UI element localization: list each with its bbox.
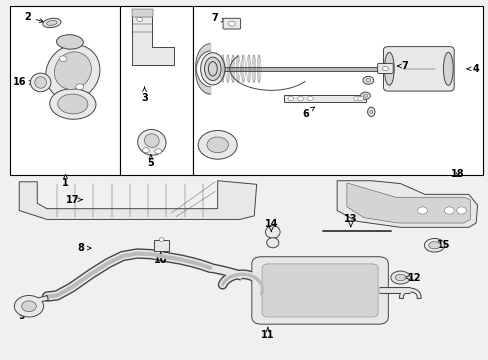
Circle shape bbox=[353, 96, 359, 101]
Circle shape bbox=[21, 301, 36, 312]
Circle shape bbox=[59, 56, 67, 62]
Ellipse shape bbox=[138, 130, 166, 155]
Bar bbox=[193, 6, 483, 175]
Polygon shape bbox=[336, 181, 477, 227]
Text: 11: 11 bbox=[261, 327, 274, 340]
Text: 13: 13 bbox=[344, 214, 357, 227]
Ellipse shape bbox=[204, 57, 221, 81]
Bar bbox=[10, 6, 120, 175]
Polygon shape bbox=[346, 184, 469, 223]
Text: 12: 12 bbox=[404, 273, 420, 283]
Circle shape bbox=[76, 84, 83, 90]
Circle shape bbox=[456, 207, 466, 214]
FancyBboxPatch shape bbox=[383, 46, 453, 91]
Circle shape bbox=[357, 96, 363, 101]
Ellipse shape bbox=[30, 73, 51, 92]
Circle shape bbox=[287, 96, 293, 101]
Ellipse shape bbox=[200, 53, 224, 85]
Ellipse shape bbox=[265, 226, 280, 238]
Text: 2: 2 bbox=[24, 12, 43, 23]
Bar bbox=[120, 6, 193, 175]
FancyBboxPatch shape bbox=[223, 18, 240, 29]
Ellipse shape bbox=[57, 35, 83, 49]
Ellipse shape bbox=[58, 94, 88, 114]
Circle shape bbox=[382, 66, 387, 71]
Text: 15: 15 bbox=[433, 240, 449, 250]
Polygon shape bbox=[132, 15, 173, 65]
Ellipse shape bbox=[266, 238, 278, 248]
Ellipse shape bbox=[360, 92, 369, 99]
Text: 1: 1 bbox=[62, 175, 69, 188]
FancyBboxPatch shape bbox=[262, 264, 377, 317]
FancyBboxPatch shape bbox=[377, 63, 392, 73]
Ellipse shape bbox=[369, 110, 372, 114]
Ellipse shape bbox=[46, 21, 57, 26]
Ellipse shape bbox=[362, 76, 373, 84]
Ellipse shape bbox=[394, 274, 405, 281]
Ellipse shape bbox=[365, 78, 370, 82]
Circle shape bbox=[14, 296, 43, 317]
Circle shape bbox=[198, 131, 237, 159]
Circle shape bbox=[142, 148, 149, 153]
Text: 8: 8 bbox=[78, 243, 91, 253]
Ellipse shape bbox=[50, 89, 96, 119]
Circle shape bbox=[297, 96, 303, 101]
Ellipse shape bbox=[363, 94, 367, 97]
Ellipse shape bbox=[35, 77, 46, 88]
Text: 3: 3 bbox=[141, 87, 147, 103]
Circle shape bbox=[137, 17, 142, 22]
Ellipse shape bbox=[367, 107, 374, 117]
Circle shape bbox=[417, 207, 427, 214]
FancyBboxPatch shape bbox=[251, 257, 387, 324]
Bar bbox=[283, 95, 366, 102]
Text: 6: 6 bbox=[302, 107, 314, 119]
Text: 4: 4 bbox=[466, 64, 479, 74]
Text: 5: 5 bbox=[147, 155, 154, 168]
Circle shape bbox=[155, 149, 161, 154]
Circle shape bbox=[159, 238, 163, 241]
Text: 7: 7 bbox=[210, 13, 225, 23]
Circle shape bbox=[206, 137, 228, 153]
Circle shape bbox=[307, 96, 313, 101]
Text: 10: 10 bbox=[154, 252, 167, 265]
Circle shape bbox=[228, 21, 235, 26]
Text: 18: 18 bbox=[450, 168, 464, 179]
Polygon shape bbox=[19, 181, 256, 220]
Ellipse shape bbox=[424, 238, 444, 252]
Ellipse shape bbox=[144, 134, 159, 147]
Bar bbox=[132, 9, 153, 17]
Ellipse shape bbox=[46, 45, 100, 100]
Circle shape bbox=[444, 207, 453, 214]
Text: 14: 14 bbox=[264, 219, 278, 231]
Text: 17: 17 bbox=[66, 195, 82, 205]
Ellipse shape bbox=[443, 52, 452, 85]
Ellipse shape bbox=[208, 62, 217, 76]
Text: 9: 9 bbox=[19, 311, 25, 320]
Ellipse shape bbox=[428, 242, 440, 249]
Ellipse shape bbox=[390, 271, 409, 284]
Ellipse shape bbox=[384, 52, 393, 85]
Ellipse shape bbox=[54, 52, 91, 89]
Text: 7: 7 bbox=[397, 61, 407, 71]
Text: 16: 16 bbox=[13, 77, 33, 87]
Ellipse shape bbox=[43, 18, 61, 28]
